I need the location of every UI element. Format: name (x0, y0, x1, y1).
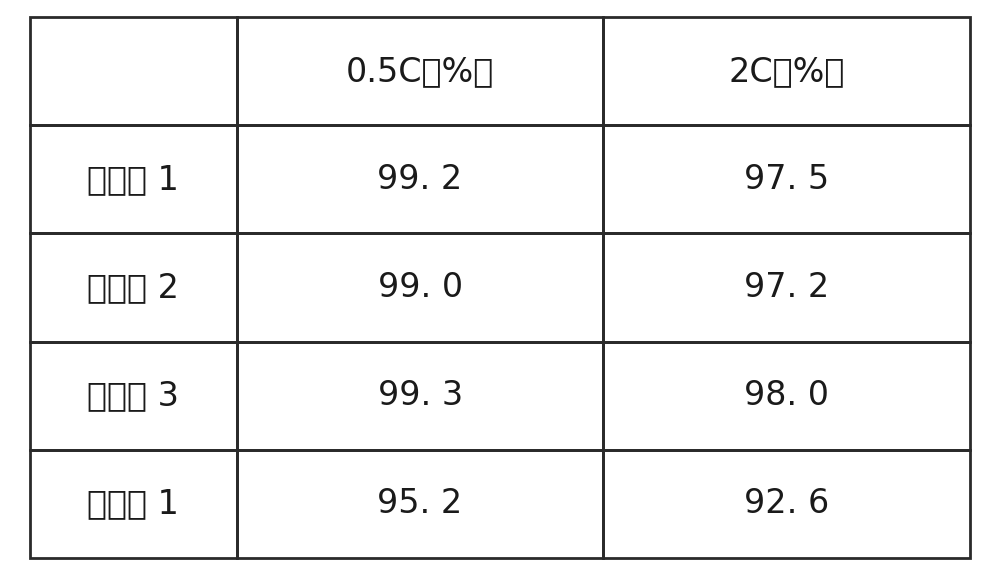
Bar (237, 450, 603, 558)
Bar (603, 450, 970, 558)
Text: 95. 2: 95. 2 (377, 487, 463, 520)
Bar (603, 342, 970, 450)
Text: 97. 2: 97. 2 (744, 271, 829, 304)
Bar (603, 450, 970, 558)
Bar (603, 17, 970, 125)
Text: 98. 0: 98. 0 (744, 379, 829, 412)
Text: 对比例 1: 对比例 1 (87, 487, 179, 520)
Bar (237, 342, 603, 450)
Bar (30, 342, 237, 450)
Bar (237, 233, 603, 342)
Bar (237, 450, 603, 558)
Text: 99. 2: 99. 2 (377, 163, 463, 196)
Text: 实施例 1: 实施例 1 (87, 163, 179, 196)
Bar (30, 450, 237, 558)
Bar (30, 342, 237, 450)
Bar (603, 233, 970, 342)
Bar (30, 233, 237, 342)
Bar (603, 125, 970, 233)
Bar (237, 233, 603, 342)
Bar (30, 125, 237, 233)
Bar (30, 17, 237, 125)
Text: 99. 0: 99. 0 (378, 271, 463, 304)
Bar (30, 233, 237, 342)
Bar (30, 450, 237, 558)
Bar (603, 233, 970, 342)
Bar (237, 17, 603, 125)
Bar (603, 342, 970, 450)
Text: 实施例 3: 实施例 3 (87, 379, 179, 412)
Bar (237, 342, 603, 450)
Bar (30, 17, 237, 125)
Text: 0.5C（%）: 0.5C（%） (346, 55, 494, 88)
Bar (603, 17, 970, 125)
Bar (237, 17, 603, 125)
Bar (603, 125, 970, 233)
Bar (237, 125, 603, 233)
Text: 2C（%）: 2C（%） (729, 55, 845, 88)
Text: 97. 5: 97. 5 (744, 163, 829, 196)
Bar (30, 125, 237, 233)
Bar (237, 125, 603, 233)
Text: 实施例 2: 实施例 2 (87, 271, 179, 304)
Text: 92. 6: 92. 6 (744, 487, 829, 520)
Text: 99. 3: 99. 3 (378, 379, 463, 412)
